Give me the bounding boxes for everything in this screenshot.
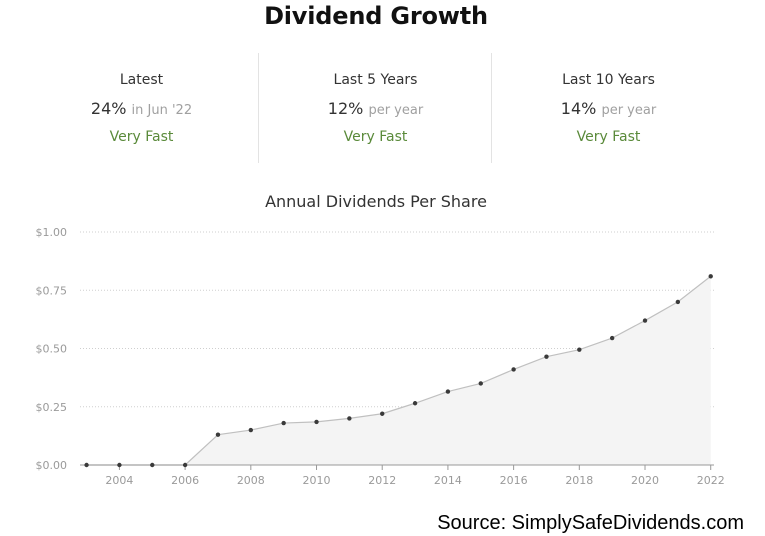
data-point xyxy=(675,299,681,305)
x-tick-label: 2014 xyxy=(434,474,462,487)
data-point xyxy=(544,354,549,359)
x-tick-label: 2020 xyxy=(631,474,659,487)
data-point xyxy=(380,411,385,416)
data-point xyxy=(215,432,221,437)
stat-subtext: in Jun '22 xyxy=(131,103,193,118)
stat-value-row: 14% per year xyxy=(492,99,725,118)
data-point xyxy=(117,462,122,468)
data-point xyxy=(150,462,155,468)
stat-value-row: 24% in Jun '22 xyxy=(25,99,258,118)
stat-latest: Latest 24% in Jun '22 Very Fast xyxy=(25,53,258,163)
stat-rating: Very Fast xyxy=(109,129,174,145)
data-point xyxy=(577,347,582,352)
stat-label: Last 5 Years xyxy=(333,72,418,88)
y-tick-label: $0.50 xyxy=(36,343,68,356)
stats-panel: Latest 24% in Jun '22 Very Fast Last 5 Y… xyxy=(25,53,725,163)
area-fill xyxy=(86,276,711,465)
stat-last-5-years: Last 5 Years 12% per year Very Fast xyxy=(258,53,492,163)
stat-subtext: per year xyxy=(368,103,424,118)
stat-value: 24% xyxy=(90,99,127,118)
source-caption: Source: SimplySafeDividends.com xyxy=(437,512,744,534)
y-tick-label: $1.00 xyxy=(36,226,68,239)
stat-label: Last 10 Years xyxy=(562,72,655,88)
page-title: Dividend Growth xyxy=(264,2,488,30)
data-point xyxy=(281,420,286,426)
data-point xyxy=(182,462,188,468)
stat-value-row: 12% per year xyxy=(259,99,492,118)
data-point xyxy=(84,462,89,468)
stat-label: Latest xyxy=(119,72,164,88)
stat-value: 14% xyxy=(560,99,597,118)
x-tick-label: 2008 xyxy=(237,474,265,487)
y-tick-label: $0.25 xyxy=(36,401,68,414)
y-tick-label: $0.00 xyxy=(36,459,68,472)
data-point xyxy=(445,389,451,394)
x-tick-label: 2018 xyxy=(565,474,593,487)
stat-last-10-years: Last 10 Years 14% per year Very Fast xyxy=(491,53,725,163)
x-tick-label: 2016 xyxy=(500,474,528,487)
x-tick-label: 2006 xyxy=(171,474,199,487)
data-point xyxy=(511,367,516,372)
stat-subtext: per year xyxy=(601,103,657,118)
data-point xyxy=(314,419,319,425)
stat-rating: Very Fast xyxy=(343,129,408,145)
y-tick-label: $0.75 xyxy=(36,284,68,297)
x-tick-label: 2010 xyxy=(303,474,331,487)
series-line xyxy=(86,275,712,466)
x-tick-label: 2012 xyxy=(368,474,396,487)
stat-rating: Very Fast xyxy=(576,129,641,145)
data-point xyxy=(347,416,352,421)
stat-value: 12% xyxy=(327,99,364,118)
chart-title: Annual Dividends Per Share xyxy=(265,192,487,211)
x-tick-label: 2004 xyxy=(105,474,133,487)
data-point xyxy=(478,381,483,386)
data-point xyxy=(412,401,418,406)
data-point xyxy=(248,427,254,433)
data-point xyxy=(708,274,713,279)
data-point xyxy=(642,318,648,323)
x-tick-label: 2022 xyxy=(697,474,725,487)
data-point xyxy=(609,335,615,341)
